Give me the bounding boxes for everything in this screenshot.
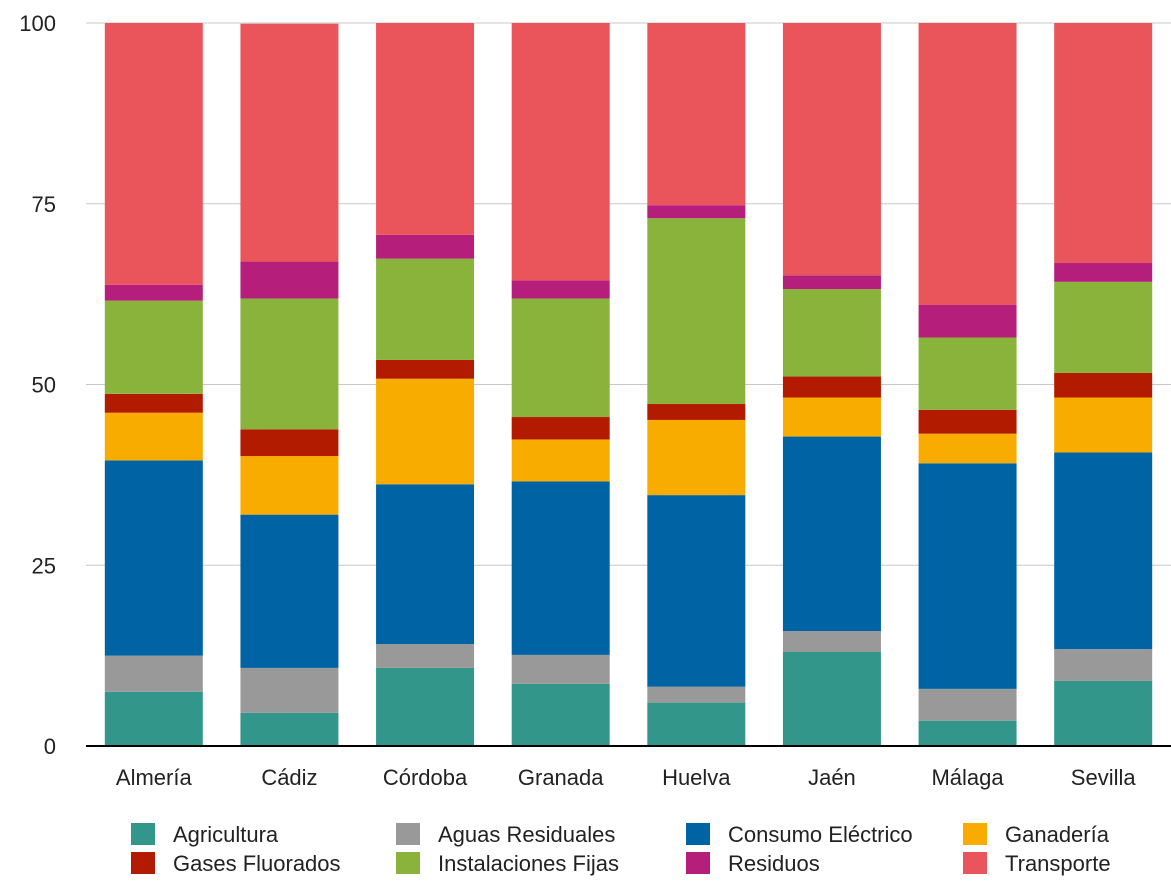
bar-segment xyxy=(240,298,339,430)
bar-segment xyxy=(782,289,881,377)
bar-segment xyxy=(1054,23,1153,264)
bar-segment xyxy=(1054,452,1153,650)
bar-segment xyxy=(511,439,610,482)
bar-segment xyxy=(1054,649,1153,681)
bar-segment xyxy=(918,23,1017,305)
legend-label: Gases Fluorados xyxy=(173,851,341,876)
bar-segment xyxy=(104,393,203,413)
bar-segment xyxy=(511,280,610,299)
bar-segment xyxy=(1054,372,1153,398)
x-tick-label: Córdoba xyxy=(383,765,468,790)
bar-segment xyxy=(240,456,339,515)
bar-segment xyxy=(104,300,203,394)
legend-swatch xyxy=(396,852,420,874)
x-tick-label: Sevilla xyxy=(1071,765,1137,790)
legend-swatch xyxy=(963,852,987,874)
bar-segment xyxy=(647,23,746,206)
legend-label: Ganadería xyxy=(1005,822,1110,847)
y-tick-label: 25 xyxy=(32,553,56,578)
bar-segment xyxy=(240,712,339,746)
bar-segment xyxy=(104,691,203,746)
bar-segment xyxy=(1054,680,1153,746)
y-tick-label: 0 xyxy=(44,734,56,759)
bar-segment xyxy=(918,433,1017,464)
legend-label: Consumo Eléctrico xyxy=(728,822,913,847)
legend-swatch xyxy=(963,823,987,845)
bar-segment xyxy=(104,460,203,656)
bar-segment xyxy=(647,404,746,420)
legend-label: Instalaciones Fijas xyxy=(438,851,619,876)
bar-segment xyxy=(782,23,881,276)
bar-segment xyxy=(647,495,746,687)
bar-segment xyxy=(104,23,203,285)
bar-segment xyxy=(376,23,475,235)
bars xyxy=(104,23,1153,746)
legend-swatch xyxy=(131,852,155,874)
legend: Agricultura Aguas Residuales Consumo Eléct… xyxy=(131,822,1111,876)
bar-segment xyxy=(240,514,339,668)
bar-segment xyxy=(376,644,475,668)
legend-label: Agricultura xyxy=(173,822,279,847)
bar-segment xyxy=(647,686,746,703)
bar-segment xyxy=(918,688,1017,721)
bar-segment xyxy=(647,419,746,496)
x-tick-label: Granada xyxy=(518,765,604,790)
x-tick-label: Almería xyxy=(116,765,193,790)
bar-segment xyxy=(782,652,881,746)
bar-segment xyxy=(918,409,1017,434)
bar-segment xyxy=(782,376,881,398)
legend-swatch xyxy=(686,852,710,874)
bar-segment xyxy=(376,234,475,259)
x-tick-label: Jaén xyxy=(808,765,856,790)
bar-segment xyxy=(1054,263,1153,282)
bar-segment xyxy=(918,337,1017,410)
bar-segment xyxy=(511,683,610,746)
legend-swatch xyxy=(686,823,710,845)
bar-segment xyxy=(511,23,610,281)
bar-segment xyxy=(782,631,881,653)
legend-label: Transporte xyxy=(1005,851,1111,876)
bar-segment xyxy=(240,429,339,457)
x-tick-label: Huelva xyxy=(662,765,731,790)
bar-segment xyxy=(376,258,475,360)
bar-segment xyxy=(1054,281,1153,373)
bar-segment xyxy=(511,417,610,440)
bar-segment xyxy=(104,284,203,301)
bar-segment xyxy=(376,484,475,645)
bar-segment xyxy=(104,655,203,692)
legend-swatch xyxy=(396,823,420,845)
y-tick-label: 100 xyxy=(19,11,56,36)
bar-segment xyxy=(511,298,610,418)
bar-segment xyxy=(918,720,1017,746)
legend-label: Residuos xyxy=(728,851,820,876)
bar-segment xyxy=(376,359,475,379)
bar-segment xyxy=(104,412,203,461)
bar-segment xyxy=(647,205,746,219)
bar-segment xyxy=(511,654,610,684)
bar-segment xyxy=(511,481,610,655)
bar-segment xyxy=(918,304,1017,338)
legend-swatch xyxy=(131,823,155,845)
bar-segment xyxy=(918,463,1017,689)
axes: 0 25 50 75 100 Almería Cádiz Córdoba Granada Huel… xyxy=(19,11,1171,790)
bar-segment xyxy=(1054,397,1153,453)
bar-segment xyxy=(240,667,339,713)
legend-label: Aguas Residuales xyxy=(438,822,615,847)
bar-segment xyxy=(782,397,881,437)
bar-segment xyxy=(240,23,339,262)
x-tick-label: Málaga xyxy=(931,765,1004,790)
y-tick-label: 75 xyxy=(32,192,56,217)
bar-segment xyxy=(647,218,746,405)
y-tick-label: 50 xyxy=(32,373,56,398)
bar-segment xyxy=(782,275,881,290)
bar-segment xyxy=(782,436,881,632)
bar-segment xyxy=(376,378,475,485)
x-tick-label: Cádiz xyxy=(261,765,317,790)
bar-segment xyxy=(376,667,475,746)
bar-segment xyxy=(647,702,746,746)
bar-segment xyxy=(240,261,339,299)
